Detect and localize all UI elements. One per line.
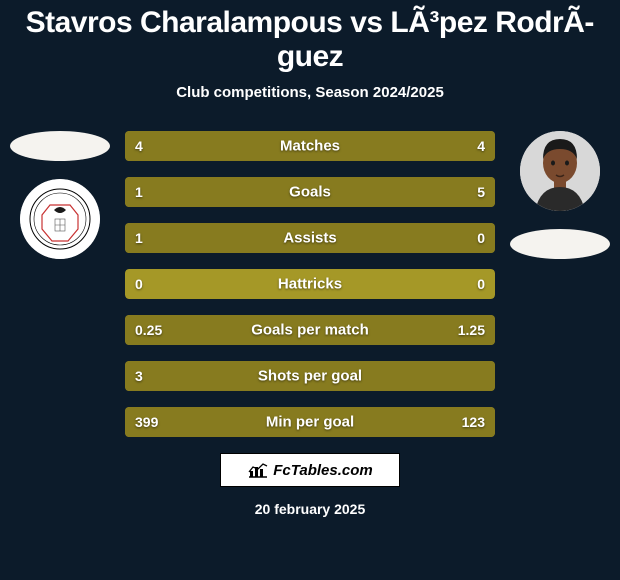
stat-value-left: 3 — [135, 368, 143, 384]
stat-label: Matches — [125, 138, 495, 155]
stat-value-left: 1 — [135, 184, 143, 200]
chart-icon — [247, 461, 269, 479]
player-photo-icon — [520, 131, 600, 211]
stat-value-right: 0 — [477, 276, 485, 292]
stat-value-left: 0.25 — [135, 322, 162, 338]
stat-value-right: 0 — [477, 230, 485, 246]
stat-value-left: 0 — [135, 276, 143, 292]
stat-value-right: 123 — [462, 414, 485, 430]
player-right-column — [510, 131, 610, 259]
brand-logo: FcTables.com — [220, 453, 400, 487]
stat-label: Goals — [125, 184, 495, 201]
stat-label: Min per goal — [125, 414, 495, 431]
player-right-avatar — [520, 131, 600, 211]
stat-label: Shots per goal — [125, 368, 495, 385]
stat-row: Shots per goal3 — [125, 361, 495, 391]
brand-name: FcTables.com — [273, 462, 372, 479]
stat-value-right: 5 — [477, 184, 485, 200]
stat-value-left: 1 — [135, 230, 143, 246]
stat-row: Min per goal399 123 — [125, 407, 495, 437]
subtitle: Club competitions, Season 2024/2025 — [0, 84, 620, 101]
stat-row: Goals per match0.25 1.25 — [125, 315, 495, 345]
player-left-avatar — [20, 179, 100, 259]
stat-value-left: 4 — [135, 138, 143, 154]
stat-row: Goals1 5 — [125, 177, 495, 207]
stat-row: Hattricks0 0 — [125, 269, 495, 299]
stat-row: Assists1 0 — [125, 223, 495, 253]
page-title: Stavros Charalampous vs LÃ³pez RodrÃ­gue… — [0, 0, 620, 74]
stat-value-left: 399 — [135, 414, 158, 430]
player-left-column — [10, 131, 110, 259]
stats-container: Matches44Goals15Assists10Hattricks00Goal… — [125, 131, 495, 437]
stat-label: Assists — [125, 230, 495, 247]
player-right-flag — [510, 229, 610, 259]
stat-label: Hattricks — [125, 276, 495, 293]
footer-date: 20 february 2025 — [0, 501, 620, 517]
stat-value-right: 1.25 — [458, 322, 485, 338]
comparison-content: Matches44Goals15Assists10Hattricks00Goal… — [0, 131, 620, 437]
stat-row: Matches4 4 — [125, 131, 495, 161]
stat-value-right: 4 — [477, 138, 485, 154]
stat-label: Goals per match — [125, 322, 495, 339]
club-crest-icon — [20, 179, 100, 259]
player-left-flag — [10, 131, 110, 161]
